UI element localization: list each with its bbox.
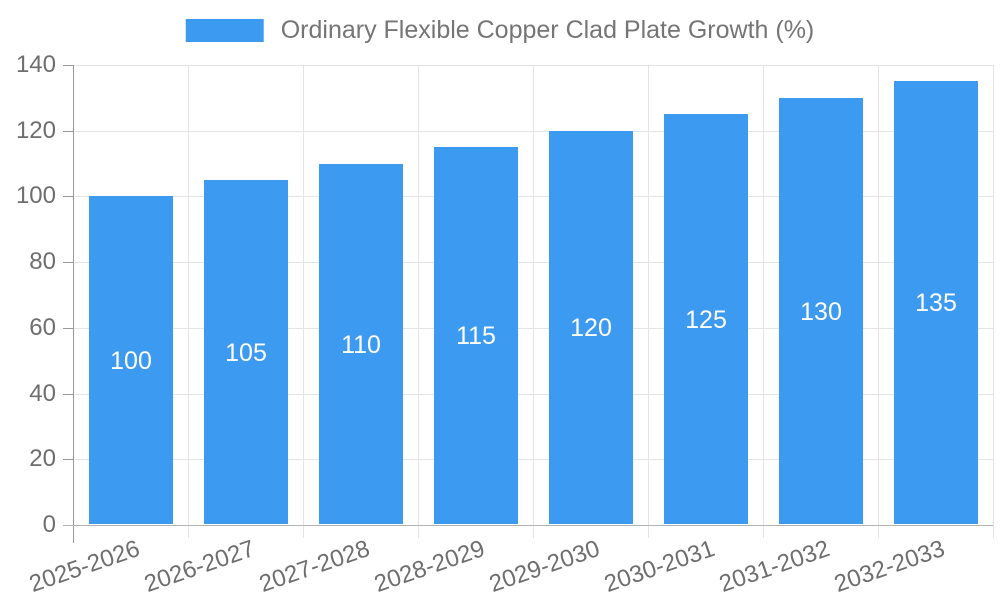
y-tick-label: 20 [29,445,56,472]
x-tick-label: 2032-2033 [830,535,948,598]
x-axis-tick [188,525,189,538]
x-axis-tick [648,525,649,538]
bar[interactable] [664,114,748,524]
x-axis-tick [533,525,534,538]
gridline-vertical [418,65,419,525]
y-axis-line [73,65,74,525]
gridline-vertical [303,65,304,525]
y-axis-tick [63,394,73,395]
x-tick-label: 2025-2026 [25,535,143,598]
y-axis-tick [63,196,73,197]
gridline-vertical [188,65,189,525]
x-axis-tick [878,525,879,538]
bar-value-label: 130 [800,298,842,326]
x-tick-label: 2026-2027 [140,535,258,598]
bar-value-label: 120 [570,314,612,342]
y-axis-tick [63,131,73,132]
y-tick-label: 120 [15,117,56,144]
bar[interactable] [779,98,863,524]
bar[interactable] [204,180,288,524]
legend[interactable]: Ordinary Flexible Copper Clad Plate Grow… [185,16,815,44]
x-axis-tick [763,525,764,538]
bar[interactable] [319,164,403,524]
bar-value-label: 135 [915,289,957,317]
bar[interactable] [894,81,978,524]
y-tick-label: 140 [15,51,56,78]
x-axis-tick [418,525,419,538]
x-axis-line [63,525,993,526]
bar-value-label: 100 [110,347,152,375]
y-tick-label: 40 [29,380,56,407]
bar-value-label: 110 [341,331,381,359]
y-axis-tick [63,65,73,66]
y-axis-tick [63,459,73,460]
gridline-vertical [993,65,994,525]
bar-value-label: 125 [685,306,727,334]
x-axis-tick [303,525,304,538]
bar-value-label: 105 [225,339,267,367]
gridline-vertical [763,65,764,525]
y-axis-tick [63,328,73,329]
bar[interactable] [434,147,518,524]
x-tick-label: 2027-2028 [255,535,373,598]
y-tick-label: 60 [29,314,56,341]
legend-swatch [185,18,264,42]
bar[interactable] [89,196,173,524]
gridline-vertical [878,65,879,525]
gridline-vertical [533,65,534,525]
x-tick-label: 2031-2032 [715,535,833,598]
y-axis-tick [63,262,73,263]
y-tick-label: 100 [15,182,56,209]
x-axis-tick [73,525,74,543]
x-axis-tick [993,525,994,538]
x-tick-label: 2030-2031 [600,535,718,598]
x-tick-label: 2028-2029 [370,535,488,598]
y-tick-label: 0 [42,511,56,538]
bar-value-label: 115 [456,322,496,350]
y-tick-label: 80 [29,248,56,275]
legend-label: Ordinary Flexible Copper Clad Plate Grow… [280,16,815,44]
bar[interactable] [549,131,633,524]
gridline-vertical [648,65,649,525]
x-tick-label: 2029-2030 [485,535,603,598]
